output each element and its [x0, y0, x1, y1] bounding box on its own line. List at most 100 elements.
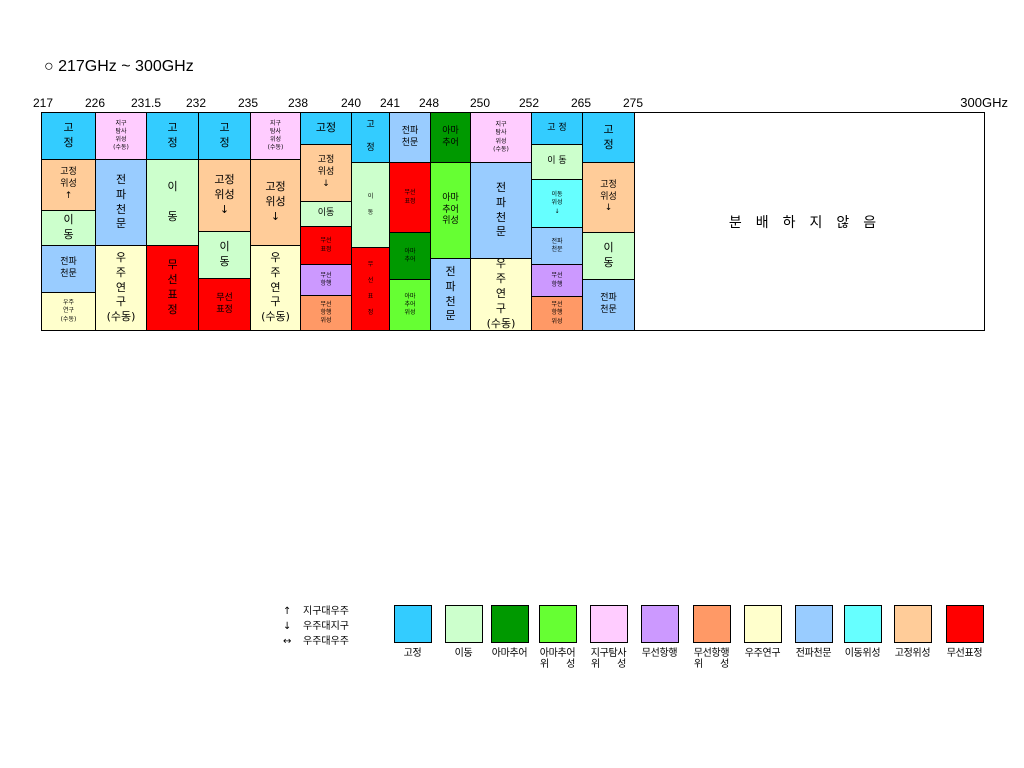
- band-cell-265-275: 전파 천문: [582, 279, 635, 331]
- band-cell-252-265: 이 동: [531, 144, 583, 180]
- band-cell-226-231.5: 우 주 연 구 (수동): [95, 245, 147, 331]
- arrow-legend-row: ↑ 지구대우주: [283, 604, 349, 619]
- legend-label: 무선항행 위 성: [693, 648, 730, 670]
- band-cell-238-240: 무선 항행 위성: [300, 295, 352, 331]
- legend-item: 고정위성: [887, 605, 938, 659]
- band-cell-238-240: 고정: [300, 112, 352, 145]
- band-cell-241-248: 아마 추어 위성: [389, 279, 431, 331]
- legend-swatch: [538, 605, 577, 643]
- frequency-label: 248: [419, 96, 440, 110]
- band-cell-217-226: 고 정: [41, 112, 96, 160]
- band-cell-252-265: 무선 항행 위성: [531, 296, 583, 331]
- legend-item: 아마추어 위 성: [532, 605, 583, 670]
- frequency-label: 217: [33, 96, 54, 110]
- arrow-legend-label: 지구대우주: [303, 606, 349, 617]
- band-cell-226-231.5: 전 파 천 문: [95, 159, 147, 246]
- band-cell-238-240: 무선 표정: [300, 226, 352, 265]
- frequency-label: 238: [288, 96, 309, 110]
- band-cell-217-226: 이 동: [41, 210, 96, 246]
- band-cell-231.5-232: 이 동: [146, 159, 199, 246]
- band-cell-232-235: 이 동: [198, 231, 251, 279]
- legend-swatch: [692, 605, 731, 643]
- frequency-label: 275: [623, 96, 644, 110]
- legend-label: 아마추어 위 성: [539, 648, 576, 670]
- band-cell-265-275: 고 정: [582, 112, 635, 163]
- frequency-label: 231.5: [131, 96, 162, 110]
- band-cell-226-231.5: 지구 탐사 위성 (수동): [95, 112, 147, 160]
- legend-item: 무선항행: [634, 605, 685, 659]
- legend-item: 아마추어: [484, 605, 535, 659]
- frequency-label: 232: [186, 96, 207, 110]
- band-cell-235-238: 우 주 연 구 (수동): [250, 245, 301, 331]
- arrow-legend: ↑ 지구대우주 ↓ 우주대지구 ↔ 우주대우주: [283, 604, 349, 649]
- band-cell-250-252: 전 파 천 문: [470, 162, 532, 259]
- frequency-label: 265: [571, 96, 592, 110]
- frequency-end-label: 300GHz: [960, 95, 1008, 110]
- legend-swatch: [945, 605, 984, 643]
- band-cell-275-300: 분배하지않음: [634, 112, 985, 331]
- band-cell-265-275: 고정 위성 ↓: [582, 162, 635, 233]
- band-cell-217-226: 우주 연구 (수동): [41, 292, 96, 331]
- legend-label: 우주연구: [744, 648, 781, 659]
- legend-item: 이동: [438, 605, 489, 659]
- band-cell-240-241: 이 동: [351, 162, 390, 248]
- frequency-label: 252: [519, 96, 540, 110]
- band-cell-240-241: 고 정: [351, 112, 390, 163]
- band-cell-238-240: 이동: [300, 201, 352, 227]
- legend-swatch: [393, 605, 432, 643]
- band-cell-248-250: 아마 추어 위성: [430, 162, 471, 259]
- legend-label: 무선항행: [641, 648, 678, 659]
- band-cell-241-248: 무선 표정: [389, 162, 431, 233]
- legend-swatch: [843, 605, 882, 643]
- band-cell-240-241: 무 선 표 정: [351, 247, 390, 331]
- band-cell-231.5-232: 고 정: [146, 112, 199, 160]
- page-title: ○ 217GHz ~ 300GHz: [44, 58, 194, 75]
- frequency-label: 241: [380, 96, 401, 110]
- band-cell-252-265: 무선 항행: [531, 264, 583, 297]
- arrow-legend-row: ↔ 우주대우주: [283, 634, 349, 649]
- band-cell-241-248: 아마 추어: [389, 232, 431, 280]
- band-cell-238-240: 무선 항행: [300, 264, 352, 296]
- frequency-label: 250: [470, 96, 491, 110]
- band-cell-252-265: 고 정: [531, 112, 583, 145]
- direction-arrow-icon: ↔: [283, 636, 292, 647]
- legend-label: 아마추어: [491, 648, 528, 659]
- legend-item: 무선항행 위 성: [686, 605, 737, 670]
- legend-swatch: [589, 605, 628, 643]
- band-cell-235-238: 고정 위성 ↓: [250, 159, 301, 246]
- legend-label: 무선표정: [946, 648, 983, 659]
- band-cell-252-265: 이동 위성 ↓: [531, 179, 583, 228]
- legend-label: 고정: [403, 648, 422, 659]
- band-cell-235-238: 지구 탐사 위성 (수동): [250, 112, 301, 160]
- arrow-legend-row: ↓ 우주대지구: [283, 619, 349, 634]
- band-cell-232-235: 고 정: [198, 112, 251, 160]
- legend-label: 지구탐사 위 성: [590, 648, 627, 670]
- direction-arrow-icon: ↑: [283, 606, 292, 617]
- band-cell-252-265: 전파 천문: [531, 227, 583, 265]
- legend-item: 전파천문: [788, 605, 839, 659]
- band-cell-250-252: 지구 탐사 위성 (수동): [470, 112, 532, 163]
- legend-item: 지구탐사 위 성: [583, 605, 634, 670]
- band-cell-265-275: 이 동: [582, 232, 635, 280]
- band-cell-217-226: 고정 위성 ↑: [41, 159, 96, 211]
- band-cell-248-250: 아마 추어: [430, 112, 471, 163]
- legend-swatch: [893, 605, 932, 643]
- legend-label: 이동: [454, 648, 473, 659]
- direction-arrow-icon: ↓: [283, 621, 292, 632]
- legend-swatch: [743, 605, 782, 643]
- band-cell-231.5-232: 무 선 표 정: [146, 245, 199, 331]
- frequency-label: 226: [85, 96, 106, 110]
- band-cell-232-235: 고정 위성 ↓: [198, 159, 251, 232]
- arrow-legend-label: 우주대지구: [303, 621, 349, 632]
- band-cell-238-240: 고정 위성 ↓: [300, 144, 352, 202]
- legend-item: 무선표정: [939, 605, 990, 659]
- band-cell-250-252: 우 주 연 구 (수동): [470, 258, 532, 331]
- legend-swatch: [794, 605, 833, 643]
- frequency-label: 235: [238, 96, 259, 110]
- legend-swatch: [490, 605, 529, 643]
- legend-label: 이동위성: [844, 648, 881, 659]
- legend-swatch: [444, 605, 483, 643]
- arrow-legend-label: 우주대우주: [303, 636, 349, 647]
- allocation-chart: 고 정 고정 위성 ↑ 이 동 전파 천문 우주 연구 (수동) 지구 탐사 위성 (수동…: [41, 112, 985, 331]
- legend-item: 이동위성: [837, 605, 888, 659]
